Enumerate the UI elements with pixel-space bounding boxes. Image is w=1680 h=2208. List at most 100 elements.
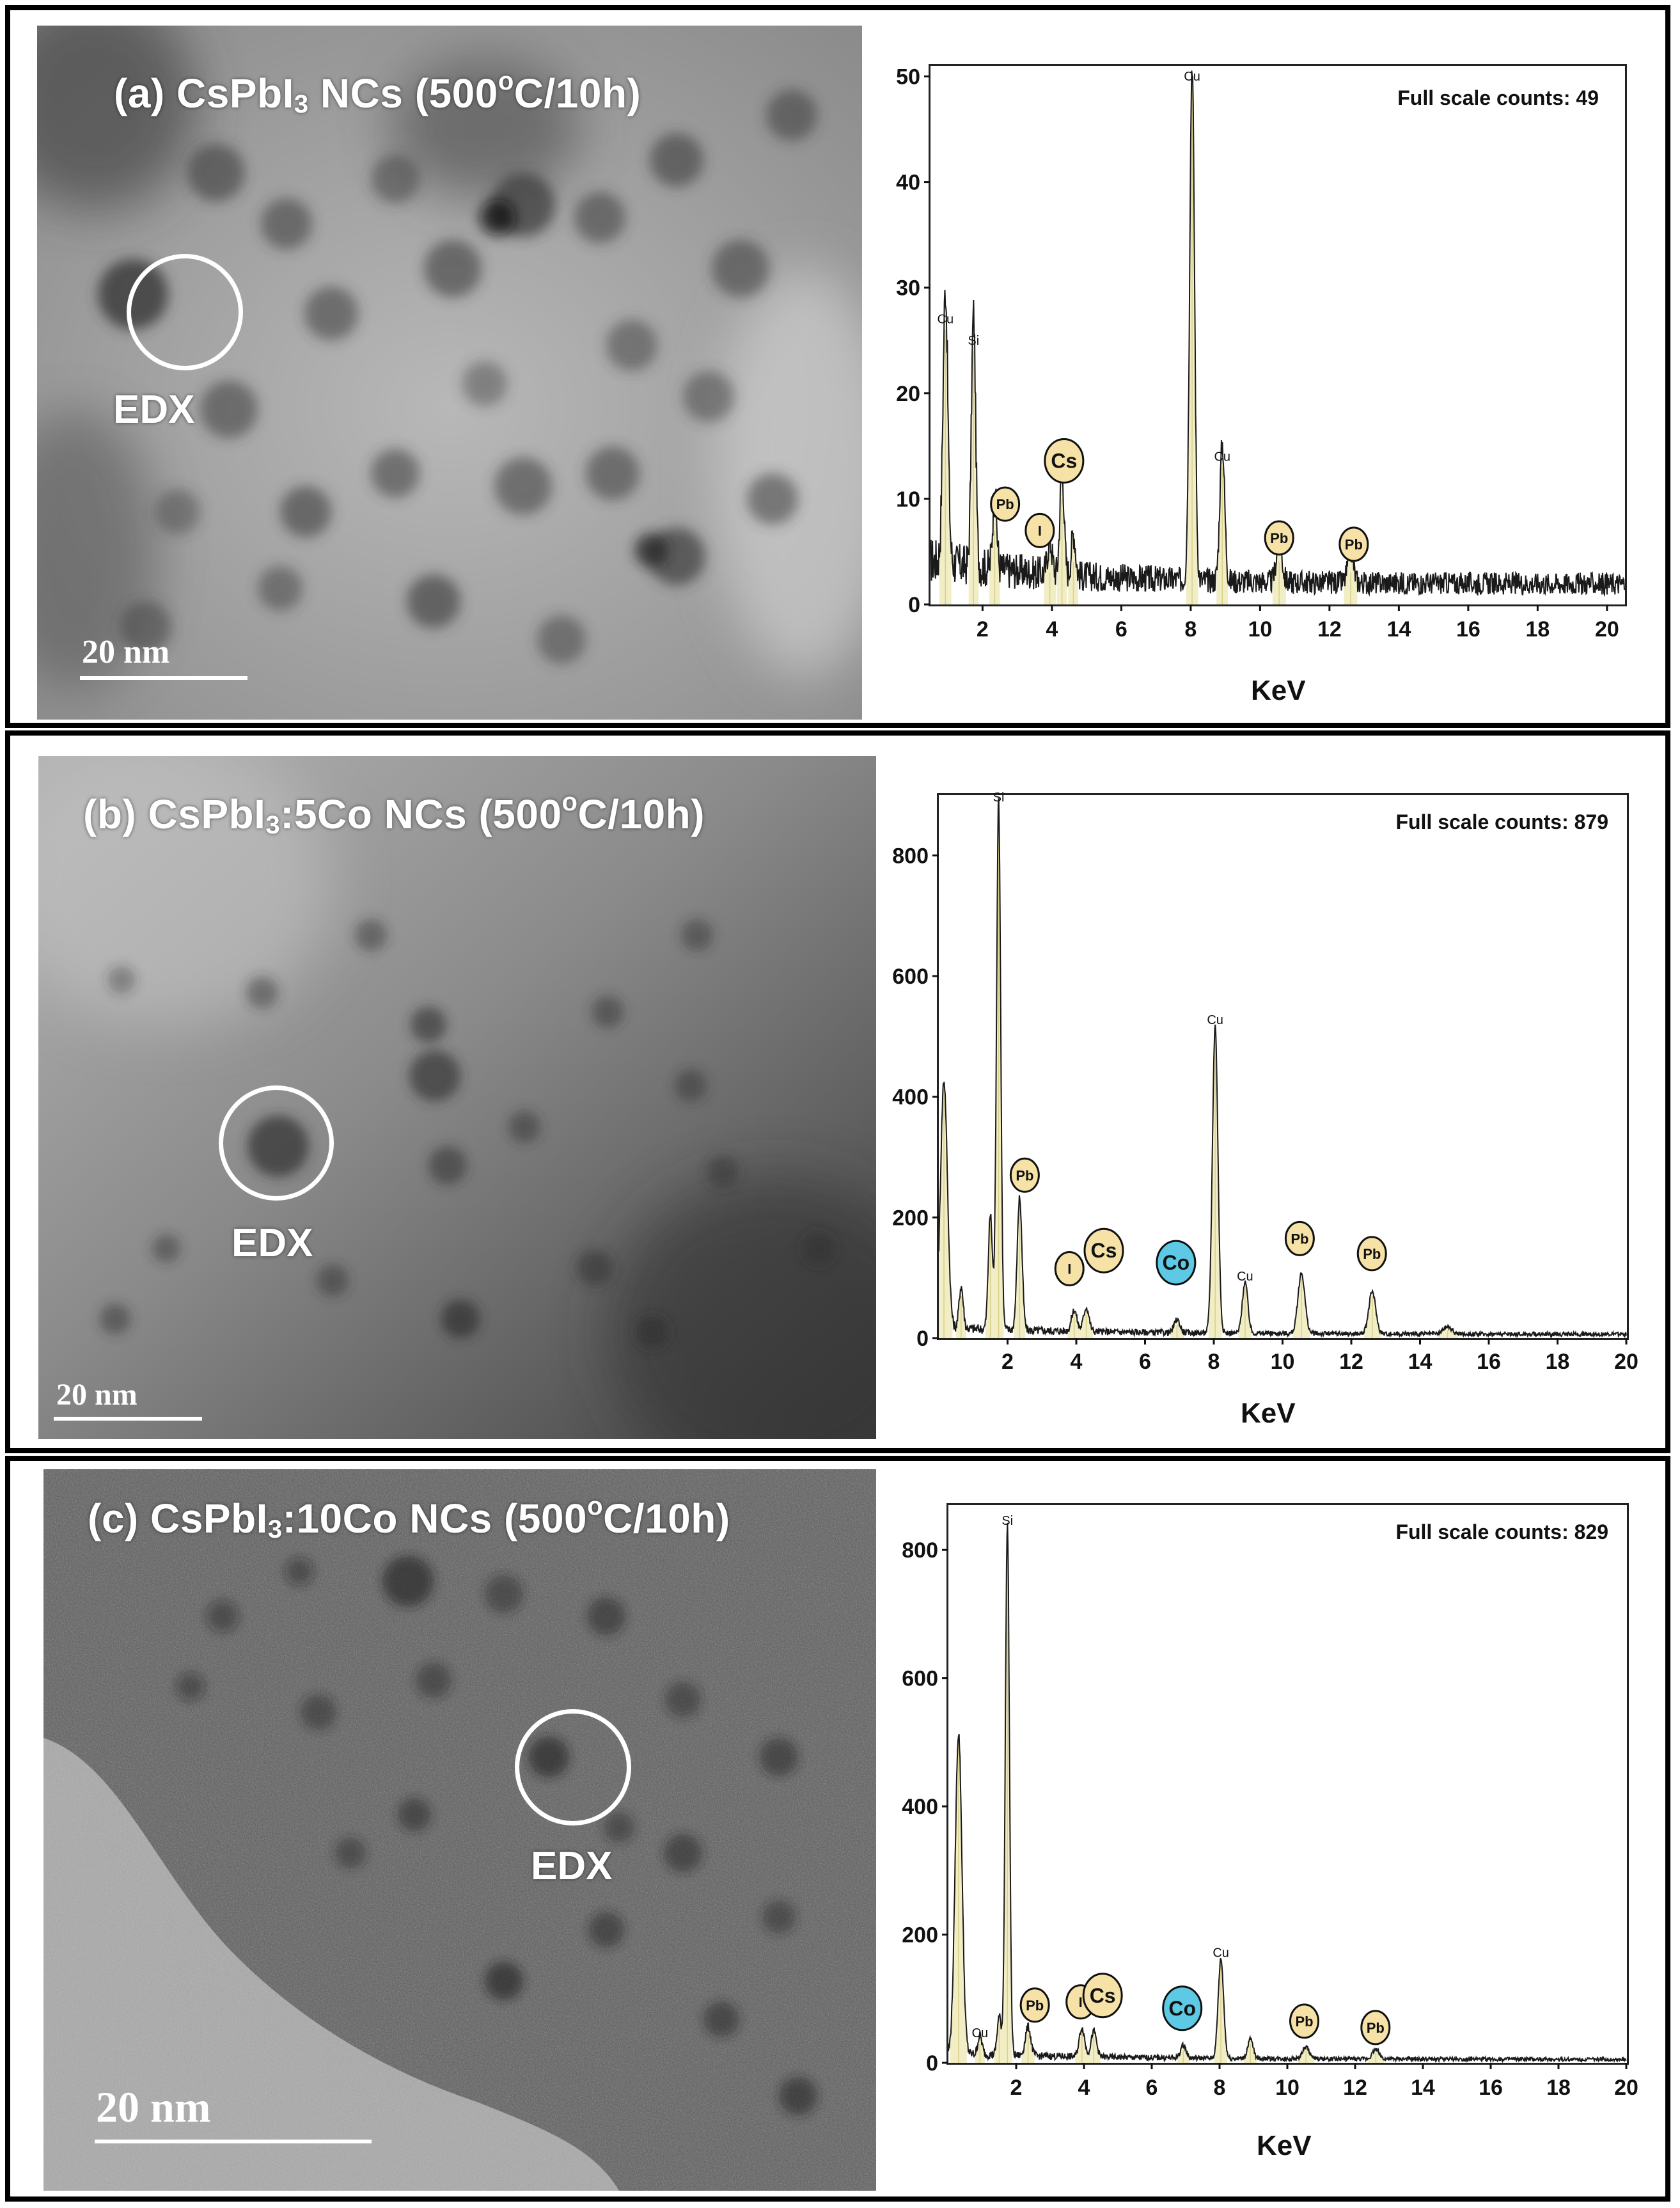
element-marker-text: Pb: [1016, 1167, 1033, 1183]
element-marker-text: Cs: [1090, 1984, 1116, 2007]
panel-b-full-scale: Full scale counts: 879: [1395, 810, 1608, 833]
panel-a-full-scale: Full scale counts: 49: [1397, 86, 1599, 109]
panel-b-tem-svg: [38, 756, 876, 1439]
element-marker-ellipse: [1339, 526, 1369, 562]
element-marker-text: Co: [1168, 1997, 1196, 2020]
element-marker-text: Pb: [1363, 1246, 1381, 1262]
element-marker-co-3: Co: [1162, 1985, 1203, 2031]
y-tick-label-0: 0: [916, 1327, 929, 1351]
panel-c-scale-label: 20 nm: [96, 2083, 211, 2131]
panel-a-edx-circle: [127, 254, 243, 370]
x-tick-label-2: 6: [1139, 1350, 1151, 1374]
element-marker-pb-0: Pb: [1009, 1157, 1040, 1193]
spectrum-line: [948, 1522, 1627, 2063]
panel-a-title-sub: 3: [294, 90, 309, 118]
element-marker-text: Cs: [1051, 449, 1077, 472]
panel-c-x-label: KeV: [1257, 2130, 1312, 2161]
peak-label-2: Cu: [1184, 70, 1200, 84]
y-tick-label-2: 400: [902, 1795, 938, 1819]
panel-b-tem-image: [38, 756, 876, 1439]
element-marker-ellipse: [990, 486, 1021, 522]
x-tick-label-1: 4: [1071, 1350, 1083, 1374]
panel-a-scale-label: 20 nm: [82, 634, 170, 670]
x-tick-label-6: 14: [1386, 617, 1411, 642]
panel-a-title-suffix: C/10h): [514, 70, 641, 116]
y-tick-label-0: 0: [908, 593, 920, 617]
element-marker-ellipse: [1264, 520, 1294, 556]
peak-fill-0: [939, 1082, 953, 1338]
element-marker-ellipse: [1162, 1985, 1203, 2031]
y-tick-label-4: 40: [896, 171, 920, 195]
peak-label-2: Cu: [1213, 1946, 1229, 1960]
x-tick-label-4: 10: [1275, 2076, 1299, 2100]
x-tick-label-7: 16: [1456, 617, 1480, 642]
panel-a-title-mid: NCs (500: [308, 70, 498, 116]
panel-b-edx-circle: [219, 1085, 334, 1201]
element-marker-text: Pb: [1367, 2020, 1385, 2036]
x-tick-label-5: 12: [1317, 617, 1342, 642]
panel-c-title: (c) CsPbI3:10Co NCs (500oC/10h): [88, 1492, 730, 1544]
peak-label-1: Cu: [1207, 1013, 1223, 1027]
panel-c-plot-frame: [946, 1503, 1629, 2065]
peak-fill-9: [1344, 540, 1358, 604]
spectrum-line: [938, 798, 1627, 1339]
panel-b-edx-label: EDX: [232, 1221, 313, 1265]
panel-a-chart: Full scale counts: 49 KeV 0 10 20 30 40 50 2 4 6…: [870, 61, 1637, 720]
element-marker-ellipse: [1083, 1227, 1124, 1274]
element-marker-co-3: Co: [1156, 1240, 1197, 1286]
panel-c-tem-svg: [43, 1469, 876, 2191]
element-marker-ellipse: [1289, 2003, 1319, 2039]
peak-label-1: Cu: [972, 2026, 989, 2040]
panel-c-title-sub: 3: [267, 1515, 283, 1543]
x-tick-label-7: 16: [1477, 1350, 1501, 1374]
peak-label-3: Cu: [1214, 450, 1230, 464]
panel-c-full-scale: Full scale counts: 829: [1395, 1520, 1608, 1543]
peak-fill-3: [1044, 528, 1056, 604]
panel-c-title-prefix: (c) CsPbI: [88, 1495, 268, 1542]
element-marker-pb-4: Pb: [1339, 526, 1369, 562]
y-tick-label-3: 30: [896, 276, 920, 301]
panel-b-chart: Full scale counts: 879 KeV 0 200 400 600 800…: [886, 764, 1647, 1442]
element-marker-i-1: I: [1054, 1251, 1085, 1287]
panel-a-title-prefix: (a) CsPbI: [114, 70, 294, 116]
element-marker-text: Cs: [1091, 1239, 1117, 1262]
element-marker-text: Pb: [1291, 1231, 1308, 1247]
x-tick-label-8: 18: [1546, 1350, 1570, 1374]
x-tick-label-9: 20: [1614, 2076, 1638, 2100]
x-tick-label-6: 14: [1408, 1350, 1433, 1374]
x-tick-label-1: 4: [1046, 617, 1058, 642]
panel-c-scalebar: [95, 2140, 372, 2143]
panel-c-chart-svg: 0 200 400 600 800 2 4 6 8 10 12 14 16 18 20 Si Cu Cu Pb I Cs…: [902, 1514, 1638, 2100]
element-marker-ellipse: [1360, 2010, 1391, 2046]
panel-a-scalebar: [80, 676, 247, 680]
panel-a-x-label: KeV: [1251, 675, 1306, 706]
element-marker-ellipse: [1044, 438, 1085, 484]
panel-b-title-mid: :5Co NCs (500: [280, 791, 562, 837]
x-tick-label-2: 6: [1146, 2076, 1158, 2100]
element-marker-text: I: [1067, 1261, 1071, 1277]
panel-b-scale-label: 20 nm: [56, 1378, 137, 1412]
peak-label-0: Si: [1001, 1514, 1013, 1528]
element-marker-ellipse: [1054, 1251, 1085, 1287]
y-tick-label-5: 50: [896, 65, 920, 90]
panel-c-tem-image: [43, 1469, 876, 2191]
x-tick-label-0: 2: [1001, 1350, 1014, 1374]
element-marker-pb-0: Pb: [1019, 1987, 1050, 2023]
panel-c-chart: Full scale counts: 829 KeV 0 200 400 600 800…: [886, 1494, 1647, 2191]
element-marker-pb-5: Pb: [1356, 1236, 1387, 1272]
x-tick-label-7: 16: [1479, 2076, 1503, 2100]
element-marker-i-1: I: [1024, 512, 1055, 548]
panel-a-title: (a) CsPbI3 NCs (500oC/10h): [114, 67, 641, 119]
x-tick-label-8: 18: [1546, 2076, 1571, 2100]
panel-c-title-suffix: C/10h): [603, 1495, 730, 1542]
element-marker-cs-2: Cs: [1082, 1973, 1123, 2019]
y-tick-label-4: 800: [892, 844, 929, 868]
panel-a-title-sup: o: [498, 67, 514, 95]
element-marker-text: Pb: [996, 496, 1014, 512]
y-tick-label-3: 600: [902, 1667, 938, 1691]
element-marker-pb-5: Pb: [1360, 2010, 1391, 2046]
peak-label-0: Cu: [938, 313, 954, 327]
element-marker-ellipse: [1284, 1220, 1315, 1256]
peak-label-0: Si: [993, 791, 1005, 805]
